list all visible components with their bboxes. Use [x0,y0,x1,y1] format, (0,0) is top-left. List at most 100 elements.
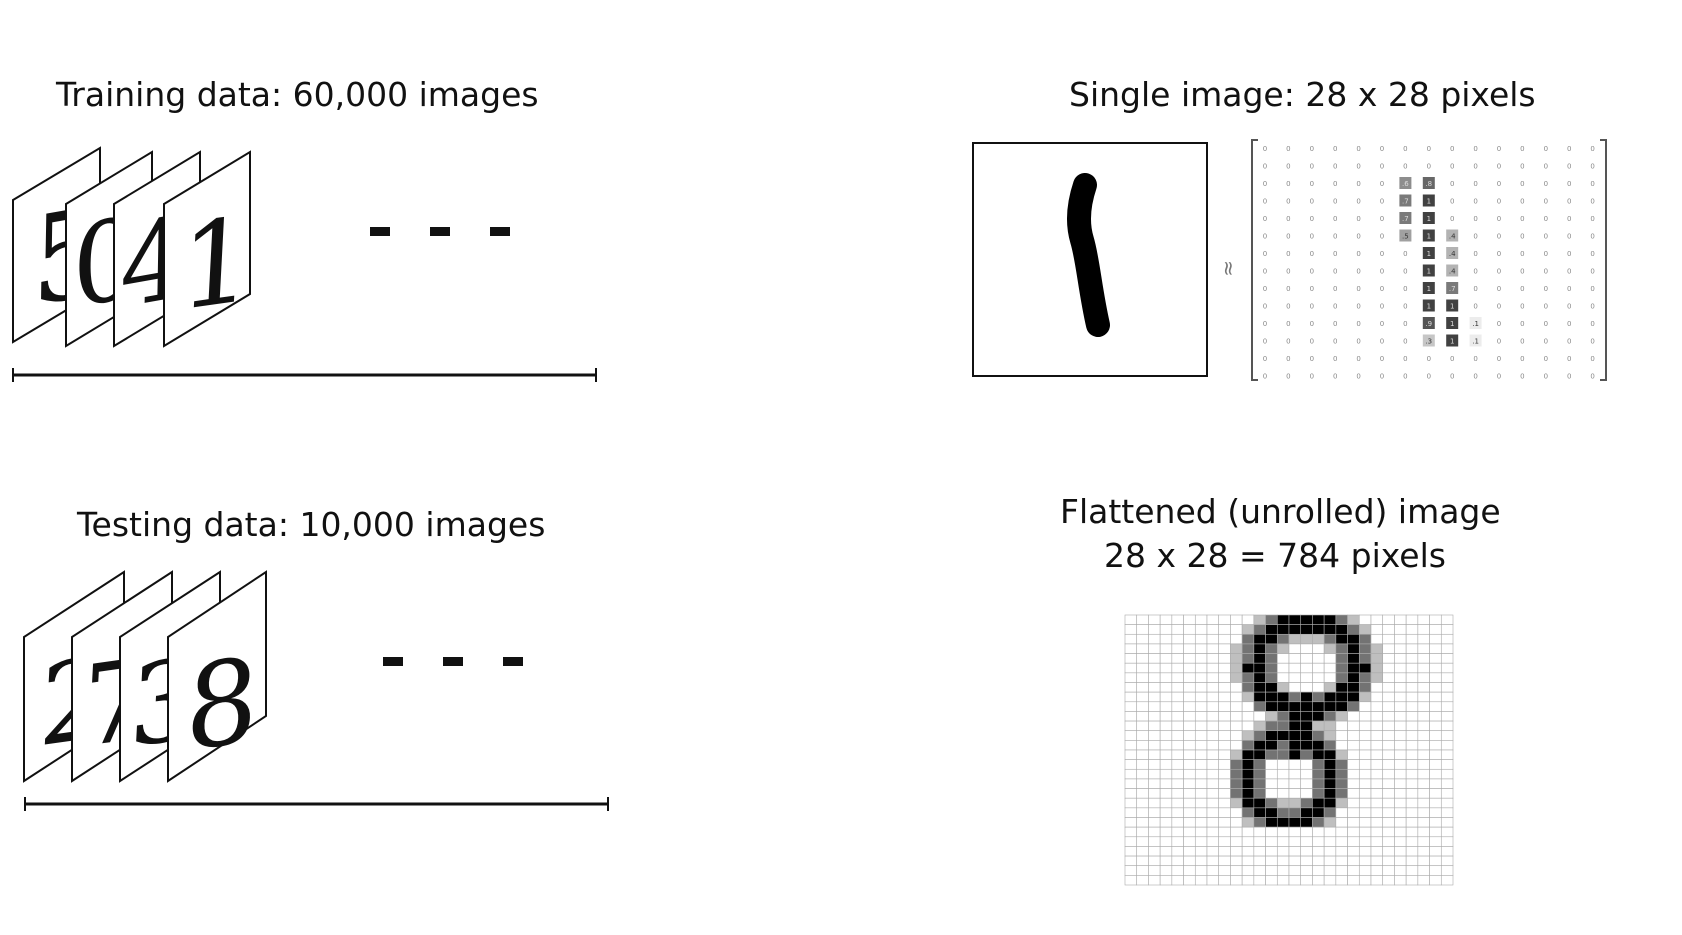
flattened-pixel [1312,672,1325,683]
flattened-pixel [1358,865,1372,876]
flattened-pixel [1194,711,1208,722]
flattened-pixel [1183,643,1196,654]
testing-range-bar [24,797,609,811]
flattened-pixel [1394,817,1407,828]
matrix-cell-zero: 0 [1473,303,1477,311]
flattened-pixel [1300,807,1313,818]
flattened-pixel [1347,720,1360,732]
single-image-panel: ≈ 0 0 0 0 0 0 0 0 0 0 0 0 0 0 0 0 0 0 0 0 0 0 0 0 0 0 0 0 0 0 0 0 0 0 0 0 .6… [972,139,1607,381]
flattened-pixel [1370,720,1384,732]
flattened-pixel [1347,643,1360,654]
matrix-cell-zero: 0 [1333,198,1337,206]
flattened-pixel [1440,624,1454,635]
flattened-pixel [1183,807,1196,818]
flattened-pixel [1288,855,1302,867]
flattened-pixel [1405,682,1419,693]
matrix-cell-zero: 0 [1567,268,1571,276]
flattened-pixel [1183,865,1196,876]
matrix-cell-zero: 0 [1403,320,1407,328]
flattened-pixel [1230,749,1243,760]
flattened-pixel [1347,624,1360,635]
flattened-pixel [1323,836,1337,847]
flattened-pixel [1405,662,1419,674]
flattened-pixel [1382,807,1395,818]
matrix-cell-zero: 0 [1473,268,1477,276]
flattened-pixel [1183,740,1196,751]
flattened-pixel [1370,682,1384,693]
flattened-pixel [1159,633,1173,645]
flattened-pixel [1300,875,1313,886]
matrix-cell-zero: 0 [1520,145,1524,153]
flattened-pixel [1206,788,1220,799]
flattened-pixel [1148,701,1161,712]
matrix-cell-zero: 0 [1520,250,1524,258]
matrix-cell-zero: 0 [1310,145,1314,153]
flattened-pixel [1429,778,1442,789]
matrix-cell-zero: 0 [1497,373,1501,381]
flattened-pixel [1206,711,1220,722]
flattened-pixel [1124,653,1138,664]
matrix-cell-zero: 0 [1497,320,1501,328]
flattened-pixel [1218,836,1231,847]
matrix-cell-value: .5 [1402,233,1409,241]
flattened-pixel [1347,778,1360,789]
flattened-pixel [1358,711,1372,722]
flattened-pixel [1405,701,1419,712]
matrix-cell-zero: 0 [1356,285,1360,293]
matrix-cell-highlight [1446,282,1459,294]
flattened-pixel [1312,875,1325,886]
matrix-cell-zero: 0 [1427,355,1431,363]
flattened-pixel [1265,759,1278,770]
matrix-cell-zero: 0 [1450,215,1454,223]
flattened-pixel [1276,759,1290,770]
flattened-pixel [1136,682,1149,693]
flattened-pixel [1230,730,1243,741]
flattened-pixel [1300,788,1313,799]
flattened-pixel [1429,691,1442,703]
flattened-pixel [1253,730,1266,741]
flattened-pixel [1206,720,1220,732]
matrix-cell-highlight [1422,334,1435,347]
flattened-pixel [1241,691,1255,703]
flattened-pixel [1136,614,1149,625]
matrix-cell-zero: 0 [1263,268,1267,276]
flattened-pixel [1265,807,1278,818]
matrix-cell-zero: 0 [1544,320,1548,328]
flattened-pixel [1241,846,1255,857]
flattened-pixel [1300,768,1313,780]
flattened-pixel [1300,730,1313,741]
flattened-pixel [1218,797,1231,809]
flattened-pixel [1230,855,1243,867]
flattened-pixel [1429,672,1442,683]
flattened-pixel [1323,691,1337,703]
matrix-cell-zero: 0 [1567,163,1571,171]
flattened-pixel [1440,836,1454,847]
flattened-pixel [1241,788,1255,799]
flattened-pixel [1417,672,1430,683]
matrix-cell-zero: 0 [1333,373,1337,381]
flattened-pixel [1429,836,1442,847]
flattened-pixel [1288,836,1302,847]
flattened-pixel [1265,768,1278,780]
flattened-pixel [1230,653,1243,664]
flattened-pixel [1347,614,1360,625]
flattened-pixel [1335,846,1348,857]
flattened-pixel [1370,749,1384,760]
matrix-cell-zero: 0 [1473,145,1477,153]
flattened-pixel [1394,749,1407,760]
training-range-bar [12,368,597,382]
flattened-pixel [1382,672,1395,683]
flattened-pixel [1148,788,1161,799]
flattened-pixel [1124,701,1138,712]
flattened-pixel [1136,788,1149,799]
flattened-pixel [1124,691,1138,703]
matrix-cell-zero: 0 [1286,180,1290,188]
flattened-pixel [1358,653,1372,664]
flattened-pixel [1394,624,1407,635]
flattened-pixel [1159,653,1173,664]
flattened-pixel [1253,807,1266,818]
flattened-pixel [1183,653,1196,664]
matrix-cell-zero: 0 [1590,180,1594,188]
flattened-pixel [1288,875,1302,886]
flattened-pixel [1429,653,1442,664]
